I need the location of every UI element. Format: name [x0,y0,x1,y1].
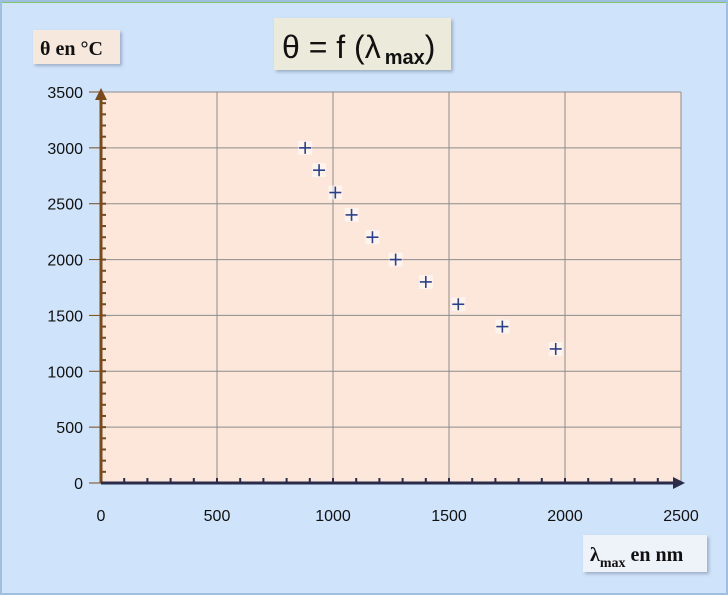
y-tick-label: 0 [74,476,83,493]
x-tick-label: 2000 [547,508,583,525]
data-point [328,185,343,200]
x-tick-label: 2500 [663,508,699,525]
axes [95,88,685,489]
data-point [548,341,563,356]
x-label-sub: max [600,556,626,571]
data-points [298,140,563,356]
grid-lines [101,91,682,483]
x-label-rest: en nm [631,544,684,566]
x-tick-labels: 0 500 1000 1500 2000 2500 [97,508,699,525]
x-axis-label-box [583,535,707,572]
title-main: θ = f (λ [282,29,381,65]
data-point [451,297,466,312]
x-axis-label: λmax en nm [590,544,684,571]
y-axis-label: θ en °C [40,38,103,60]
x-axis-arrow [673,477,685,489]
x-tick-label: 500 [204,508,231,525]
data-point [344,207,359,222]
chart-title [274,18,451,70]
y-axis-label-box [33,30,120,64]
data-point [418,274,433,289]
title-box [274,18,451,70]
data-point [298,140,313,155]
data-point [495,319,510,334]
x-tick-label: 1000 [315,508,351,525]
data-point [365,230,380,245]
data-point [388,252,403,267]
y-tick-label: 1000 [47,364,83,381]
y-tick-label: 2500 [47,197,83,214]
y-tick-label: 2000 [47,253,83,270]
x-tick-label: 0 [97,508,106,525]
y-tick-label: 500 [56,420,83,437]
x-label-lambda: λ [590,544,600,566]
y-tick-labels: 0 500 1000 1500 2000 2500 3000 3500 [47,85,101,493]
chart-title-text: θ = f (λ max) [282,29,435,69]
y-tick-label: 3000 [47,141,83,158]
title-close: ) [425,29,436,65]
plot-area [101,92,681,483]
x-tick-label: 1500 [431,508,467,525]
y-tick-label: 1500 [47,308,83,325]
y-axis-arrow [95,88,107,100]
data-point [312,163,327,178]
title-sub: max [385,47,425,69]
y-tick-label: 3500 [47,85,83,102]
